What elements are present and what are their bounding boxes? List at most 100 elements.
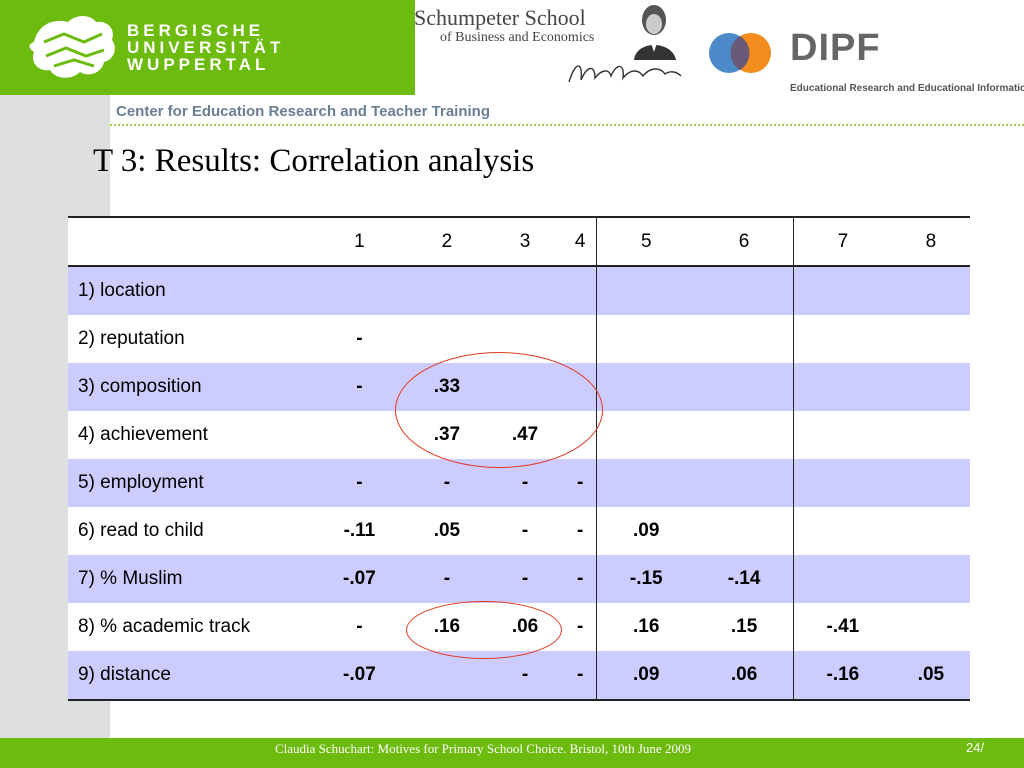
school-name: Schumpeter School [414,5,586,30]
table-cell: - [311,363,408,411]
table-cell [564,315,597,363]
table-row: 6) read to child -.11 .05 - - .09 [68,507,970,555]
column-header: 7 [792,216,892,267]
row-label: 9) distance [68,651,311,701]
table-cell: - [564,603,597,651]
table-cell: -.14 [695,555,794,603]
center-subheader: Center for Education Research and Teache… [116,103,490,120]
dipf-subtitle: Educational Research and Educational Inf… [790,83,1024,94]
table-cell: -.16 [792,651,892,701]
table-row: 5) employment - - - - [68,459,970,507]
row-label: 2) reputation [68,315,311,363]
table-cell: -.07 [311,555,408,603]
row-label: 8) % academic track [68,603,311,651]
table-cell [695,315,794,363]
highlight-ellipse-academic-track [406,601,562,659]
table-cell [695,507,794,555]
table-cell: - [485,651,565,701]
table-cell [695,266,794,315]
table-cell [596,315,696,363]
signature-icon [568,65,682,83]
column-header: 2 [407,216,486,267]
table-cell [891,459,970,507]
table-cell: - [485,555,565,603]
table-cell [891,411,970,459]
header-blank-cell [68,216,311,267]
column-header: 4 [564,216,597,267]
table-cell [891,555,970,603]
table-cell [891,507,970,555]
table-cell [792,411,892,459]
table-cell: .09 [596,507,696,555]
university-lion-logo-icon [29,16,115,78]
table-cell: -.07 [311,651,408,701]
table-cell: -.11 [311,507,408,555]
table-cell [695,459,794,507]
table-cell: - [407,459,486,507]
table-cell [407,651,486,701]
correlation-table: 1 2 3 4 5 6 7 8 1) location 2) reputatio… [68,216,970,701]
table-cell: .05 [407,507,486,555]
column-header: 8 [891,216,970,267]
table-cell: .09 [596,651,696,701]
table-cell: - [485,507,565,555]
university-line-3: WUPPERTAL [127,55,270,74]
table-row: 1) location [68,266,970,315]
table-cell: - [407,555,486,603]
table-cell: - [564,555,597,603]
table-cell [596,363,696,411]
table-cell: .05 [891,651,970,701]
portrait-icon [634,5,676,60]
row-label: 4) achievement [68,411,311,459]
table-cell: - [564,651,597,701]
table-cell: -.15 [596,555,696,603]
slide-title: T 3: Results: Correlation analysis [93,143,535,179]
table-cell [891,603,970,651]
table-cell [311,266,408,315]
row-label: 3) composition [68,363,311,411]
footer-citation: Claudia Schuchart: Motives for Primary S… [275,741,691,756]
table-cell [407,266,486,315]
footer-bar [0,738,1024,768]
table-cell [695,363,794,411]
column-header: 5 [596,216,696,267]
dipf-logo-icon [709,33,771,73]
table-cell [792,363,892,411]
table-cell [564,266,597,315]
table-cell [792,555,892,603]
school-subtitle: of Business and Economics [440,30,595,45]
table-cell [891,315,970,363]
table-cell [596,459,696,507]
row-label: 1) location [68,266,311,315]
university-line-1: BERGISCHE [127,21,265,40]
table-cell [311,411,408,459]
table-cell: - [564,507,597,555]
table-row: 2) reputation - [68,315,970,363]
row-label: 7) % Muslim [68,555,311,603]
table-header-row: 1 2 3 4 5 6 7 8 [68,216,970,267]
page-number: 24/ [966,740,985,755]
table-cell [792,459,892,507]
table-cell: - [311,459,408,507]
university-wordmark: BERGISCHE UNIVERSITÄT WUPPERTAL [127,22,284,73]
column-header: 6 [695,216,794,267]
table-cell [792,266,892,315]
table-cell: .06 [695,651,794,701]
table-cell [695,411,794,459]
table-cell: - [311,315,408,363]
table-cell [485,266,565,315]
table-cell: .15 [695,603,794,651]
dipf-wordmark: DIPF [790,27,881,69]
row-label: 6) read to child [68,507,311,555]
table-cell [596,266,696,315]
table-cell [596,411,696,459]
university-line-2: UNIVERSITÄT [127,38,285,57]
table-row: 7) % Muslim -.07 - - - -.15 -.14 [68,555,970,603]
highlight-ellipse-composition-achievement [395,352,603,468]
table-cell [891,363,970,411]
row-label: 5) employment [68,459,311,507]
table-cell: .16 [596,603,696,651]
table-cell: - [311,603,408,651]
table-cell [792,507,892,555]
column-header: 1 [311,216,408,267]
